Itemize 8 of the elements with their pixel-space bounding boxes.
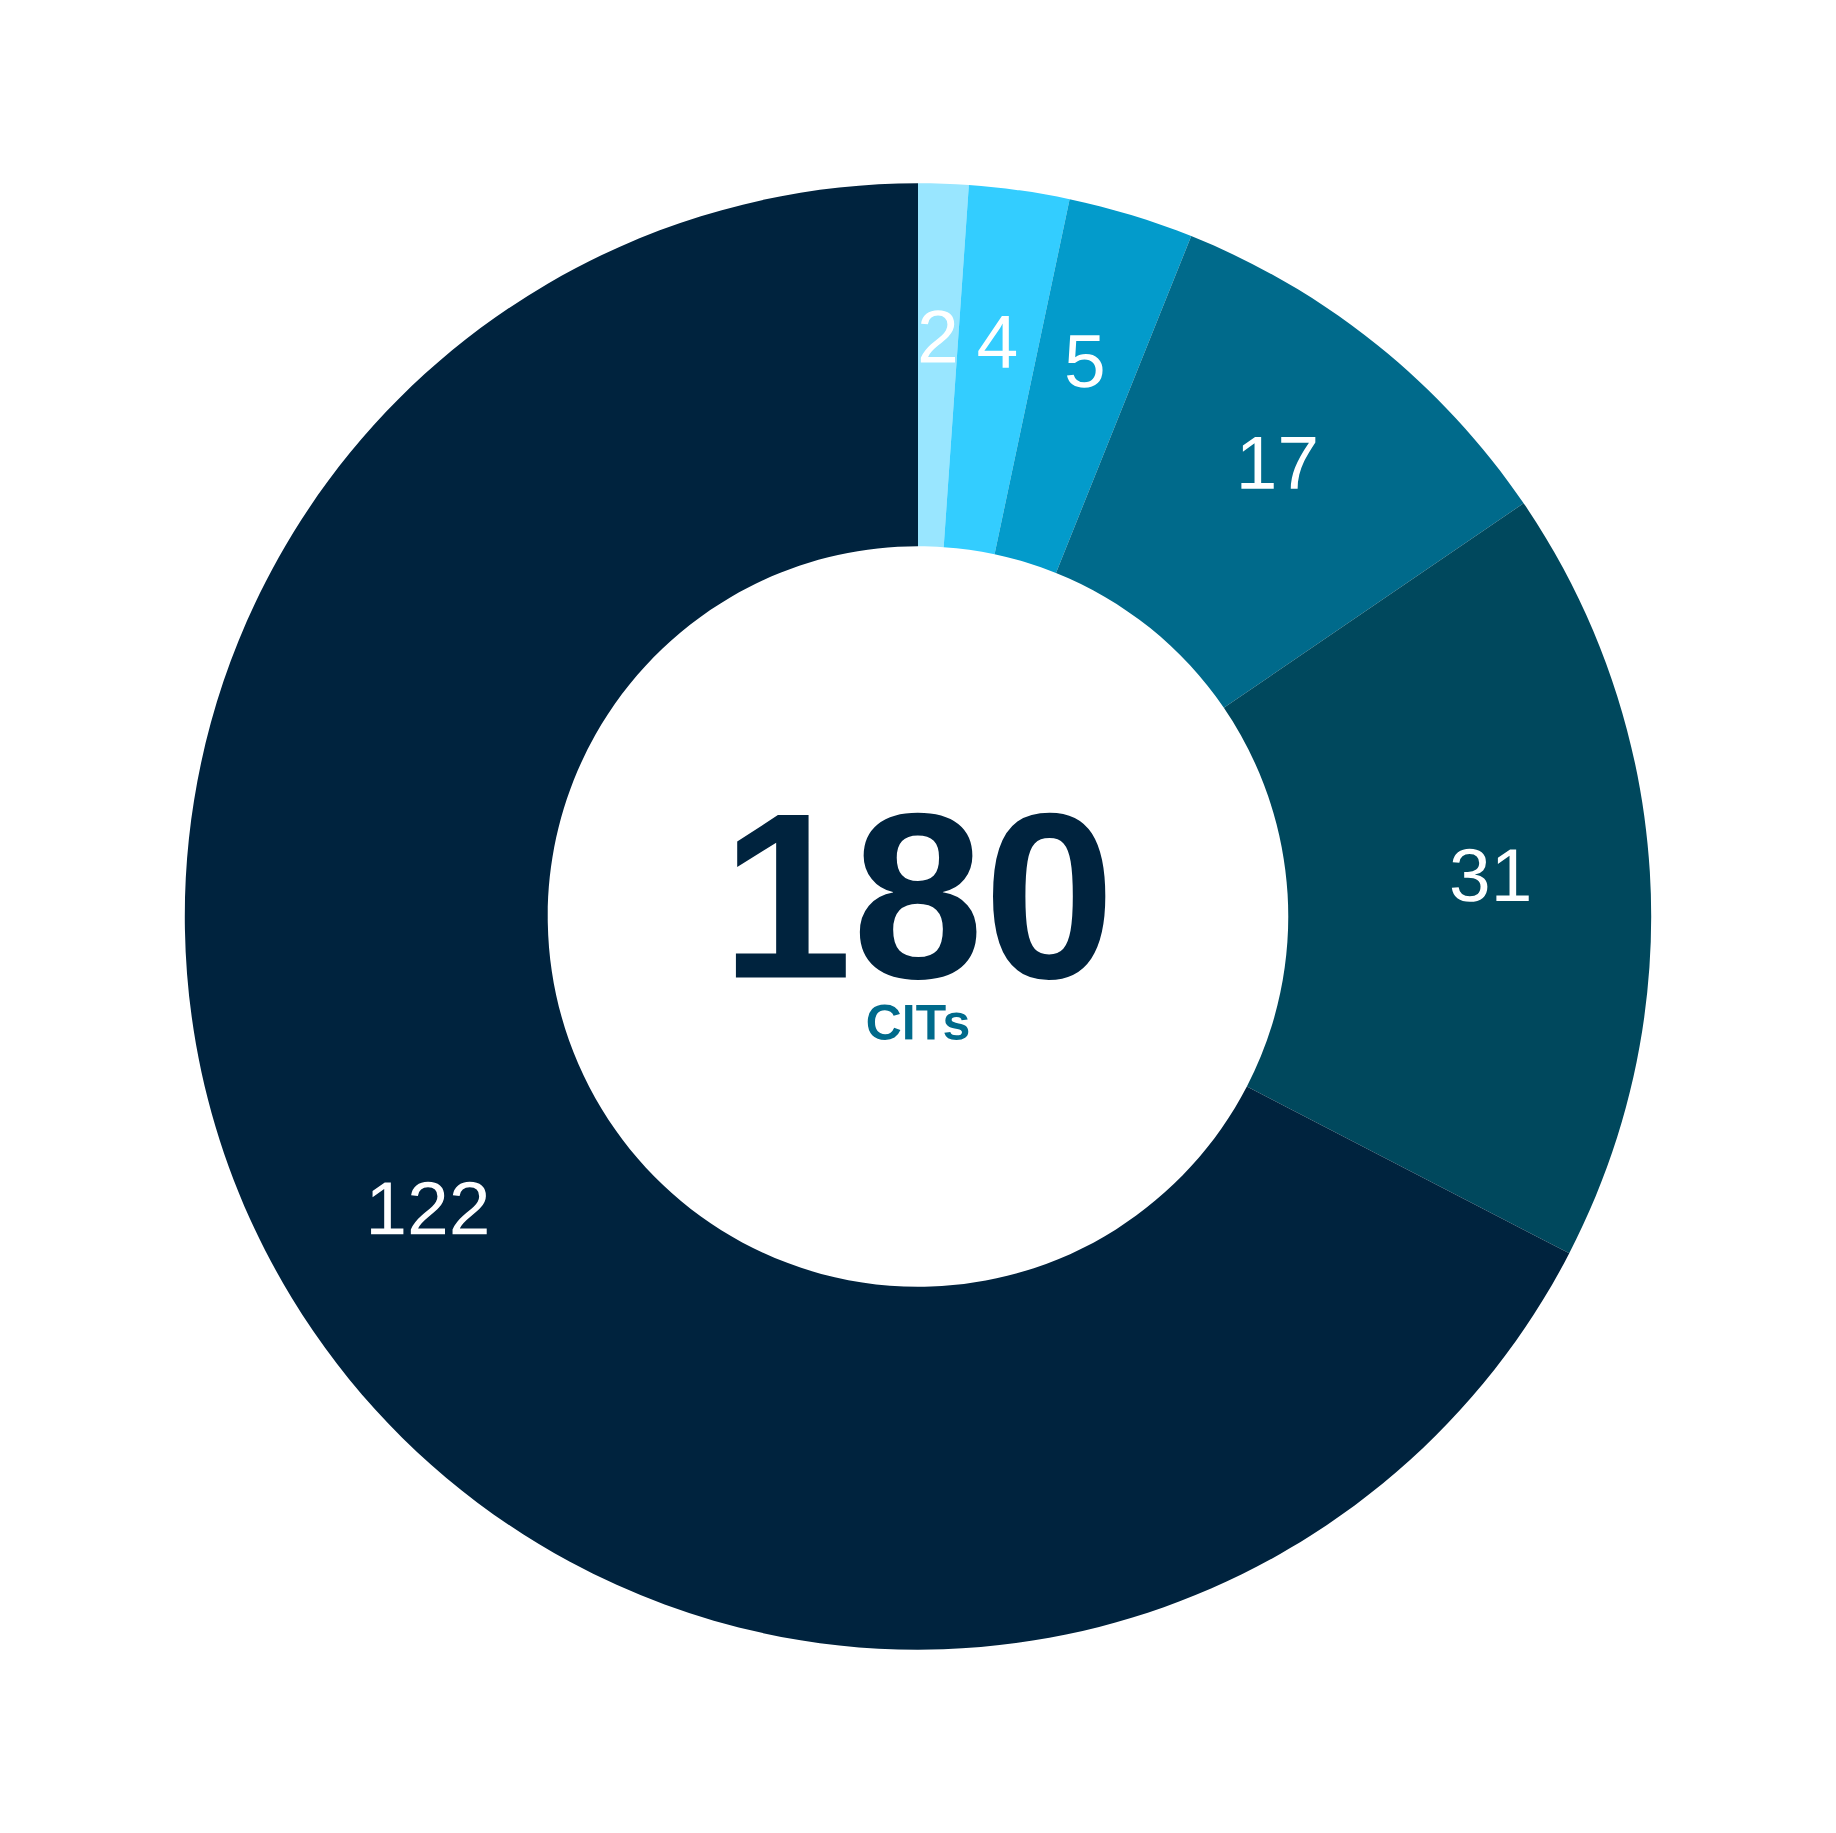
data-label: 5 <box>1066 335 1103 388</box>
data-label: 122 <box>371 1181 487 1235</box>
data-label: 4 <box>978 316 1017 368</box>
text: CITs <box>867 1004 969 1040</box>
data-label: 2 <box>920 310 955 363</box>
data-label: 31 <box>1451 848 1529 902</box>
data-label: 17 <box>1241 437 1316 489</box>
text: 180 <box>735 812 1106 980</box>
